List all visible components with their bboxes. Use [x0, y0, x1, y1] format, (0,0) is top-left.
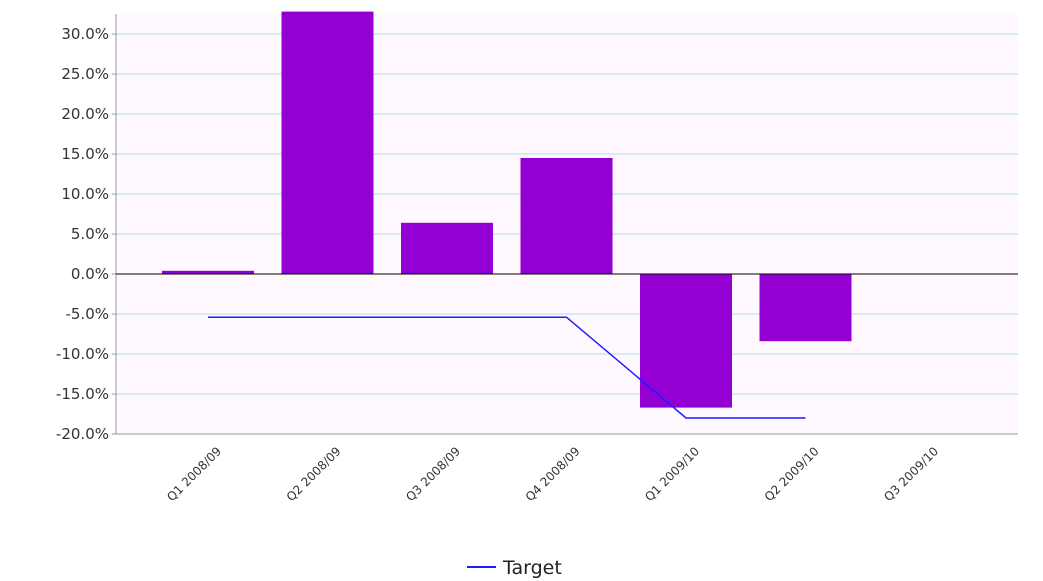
y-tick-label: 0.0% — [71, 265, 109, 283]
x-axis-tick-labels: Q1 2008/09 Q2 2008/09 Q3 2008/09 Q4 2008/09… — [164, 444, 941, 504]
x-tick-label: Q3 2009/10 — [881, 444, 941, 504]
y-tick-label: -5.0% — [65, 305, 109, 323]
x-tick-label: Q1 2009/10 — [642, 444, 702, 504]
x-tick-label: Q4 2008/09 — [523, 444, 583, 504]
y-tick-label: -10.0% — [56, 345, 109, 363]
legend[interactable]: Target — [467, 557, 562, 579]
legend-label-target: Target — [502, 557, 562, 579]
y-tick-label: 15.0% — [61, 145, 109, 163]
y-axis-tick-labels: 30.0% 25.0% 20.0% 15.0% 10.0% 5.0% 0.0% -5.0% -1… — [56, 25, 109, 443]
y-tick-label: 5.0% — [71, 225, 109, 243]
x-tick-label: Q3 2008/09 — [403, 444, 463, 504]
bar[interactable] — [640, 274, 732, 408]
y-tick-label: 10.0% — [61, 185, 109, 203]
y-tick-label: -20.0% — [56, 425, 109, 443]
x-tick-label: Q2 2009/10 — [762, 444, 822, 504]
bar[interactable] — [760, 274, 852, 341]
y-tick-label: 30.0% — [61, 25, 109, 43]
y-tick-label: 25.0% — [61, 65, 109, 83]
y-tick-label: 20.0% — [61, 105, 109, 123]
y-tick-label: -15.0% — [56, 385, 109, 403]
bar[interactable] — [282, 12, 374, 274]
bar[interactable] — [401, 223, 493, 274]
bar[interactable] — [521, 158, 613, 274]
x-tick-label: Q2 2008/09 — [284, 444, 344, 504]
x-tick-label: Q1 2008/09 — [164, 444, 224, 504]
